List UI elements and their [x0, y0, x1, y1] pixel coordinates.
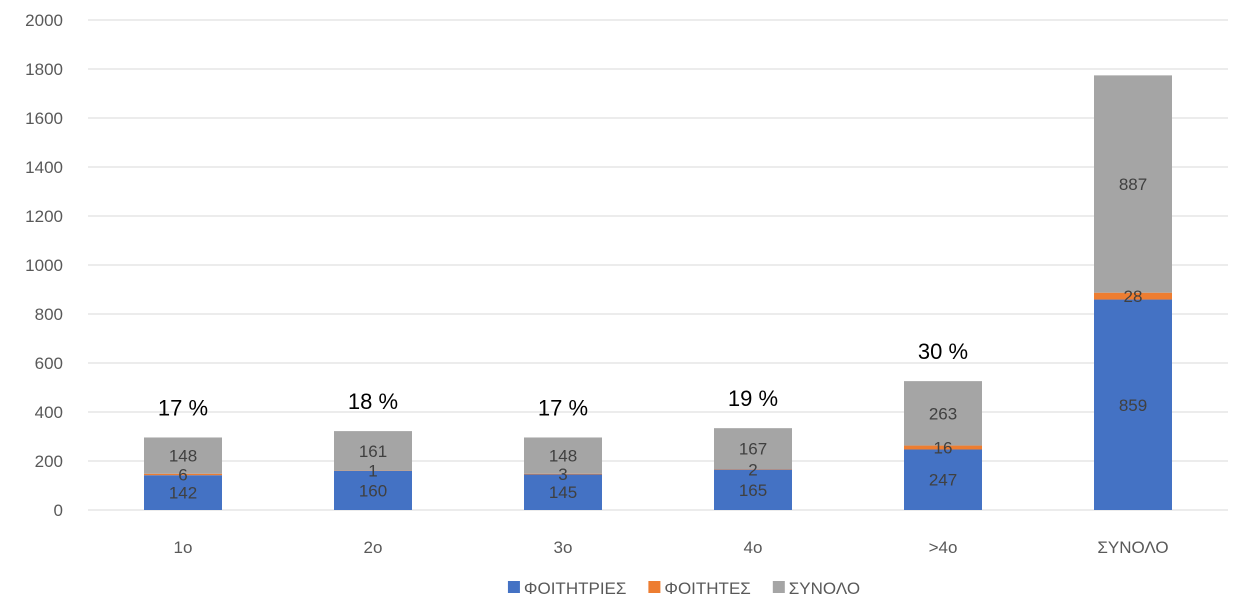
bar-segment — [1094, 299, 1172, 510]
legend-swatch — [648, 581, 661, 593]
bar-segment — [524, 473, 602, 475]
data-label: 142 — [169, 484, 197, 503]
x-category-label: 4ο — [744, 538, 763, 557]
bar-segment — [524, 437, 602, 474]
bar-segment — [714, 469, 792, 510]
data-label: 167 — [739, 440, 767, 459]
data-label: 2 — [748, 460, 757, 479]
gridlines — [88, 19, 1228, 511]
y-tick-label: 400 — [35, 403, 63, 422]
bar-segment — [144, 473, 222, 476]
bar-segment — [904, 449, 982, 510]
data-label: 148 — [169, 447, 197, 466]
legend: ΦΟΙΤΗΤΡΙΕΣ ΦΟΙΤΗΤΕΣ ΣΥΝΟΛΟ — [507, 579, 860, 598]
percent-annotation: 17 % — [538, 395, 588, 420]
y-tick-label: 1400 — [25, 158, 63, 177]
data-label: 1 — [368, 462, 377, 481]
percent-annotation: 19 % — [728, 386, 778, 411]
y-tick-label: 1200 — [25, 207, 63, 226]
bar-segment — [904, 381, 982, 446]
percent-annotation: 18 % — [348, 389, 398, 414]
legend-swatch — [507, 581, 520, 593]
bar-segment — [714, 428, 792, 470]
bar-segment — [334, 431, 412, 471]
x-axis-categories: 1ο 2ο 3ο 4ο >4ο ΣΥΝΟΛΟ — [174, 538, 1169, 557]
data-label: 16 — [934, 439, 953, 458]
data-label: 263 — [929, 404, 957, 423]
y-tick-label: 800 — [35, 305, 63, 324]
y-tick-label: 0 — [54, 501, 63, 520]
percent-annotation: 30 % — [918, 339, 968, 364]
bar-segment — [1094, 75, 1172, 293]
data-label: 165 — [739, 481, 767, 500]
y-tick-label: 2000 — [25, 11, 63, 30]
data-label: 160 — [359, 481, 387, 500]
data-label: 3 — [558, 465, 567, 484]
percent-annotations: 17 % 18 % 17 % 19 % 30 % — [158, 339, 968, 420]
y-tick-label: 200 — [35, 452, 63, 471]
x-category-label: >4ο — [929, 538, 958, 557]
bar-segment — [144, 437, 222, 474]
data-label: 145 — [549, 483, 577, 502]
y-tick-label: 1800 — [25, 60, 63, 79]
x-category-label: ΣΥΝΟΛΟ — [1097, 538, 1168, 557]
data-label: 161 — [359, 442, 387, 461]
data-label: 6 — [178, 465, 187, 484]
bar-segment — [1094, 292, 1172, 300]
bar-segment — [524, 474, 602, 510]
legend-swatch — [772, 581, 785, 593]
data-label: 247 — [929, 471, 957, 490]
legend-label: ΣΥΝΟΛΟ — [789, 579, 860, 598]
bar-segment — [144, 475, 222, 510]
y-axis-ticks: 0 200 400 600 800 1000 1200 1400 1600 1800 2000 — [25, 11, 63, 520]
x-category-label: 1ο — [174, 538, 193, 557]
bar-segment — [334, 470, 412, 510]
bars — [144, 75, 1172, 510]
data-label: 148 — [549, 447, 577, 466]
x-category-label: 2ο — [364, 538, 383, 557]
data-label: 28 — [1124, 287, 1143, 306]
y-tick-label: 1600 — [25, 109, 63, 128]
data-label: 859 — [1119, 396, 1147, 415]
legend-label: ΦΟΙΤΗΤΡΙΕΣ — [524, 579, 626, 598]
legend-label: ΦΟΙΤΗΤΕΣ — [664, 579, 750, 598]
x-category-label: 3ο — [554, 538, 573, 557]
y-tick-label: 600 — [35, 354, 63, 373]
data-label: 887 — [1119, 175, 1147, 194]
percent-annotation: 17 % — [158, 395, 208, 420]
y-tick-label: 1000 — [25, 256, 63, 275]
bar-segment — [904, 445, 982, 450]
